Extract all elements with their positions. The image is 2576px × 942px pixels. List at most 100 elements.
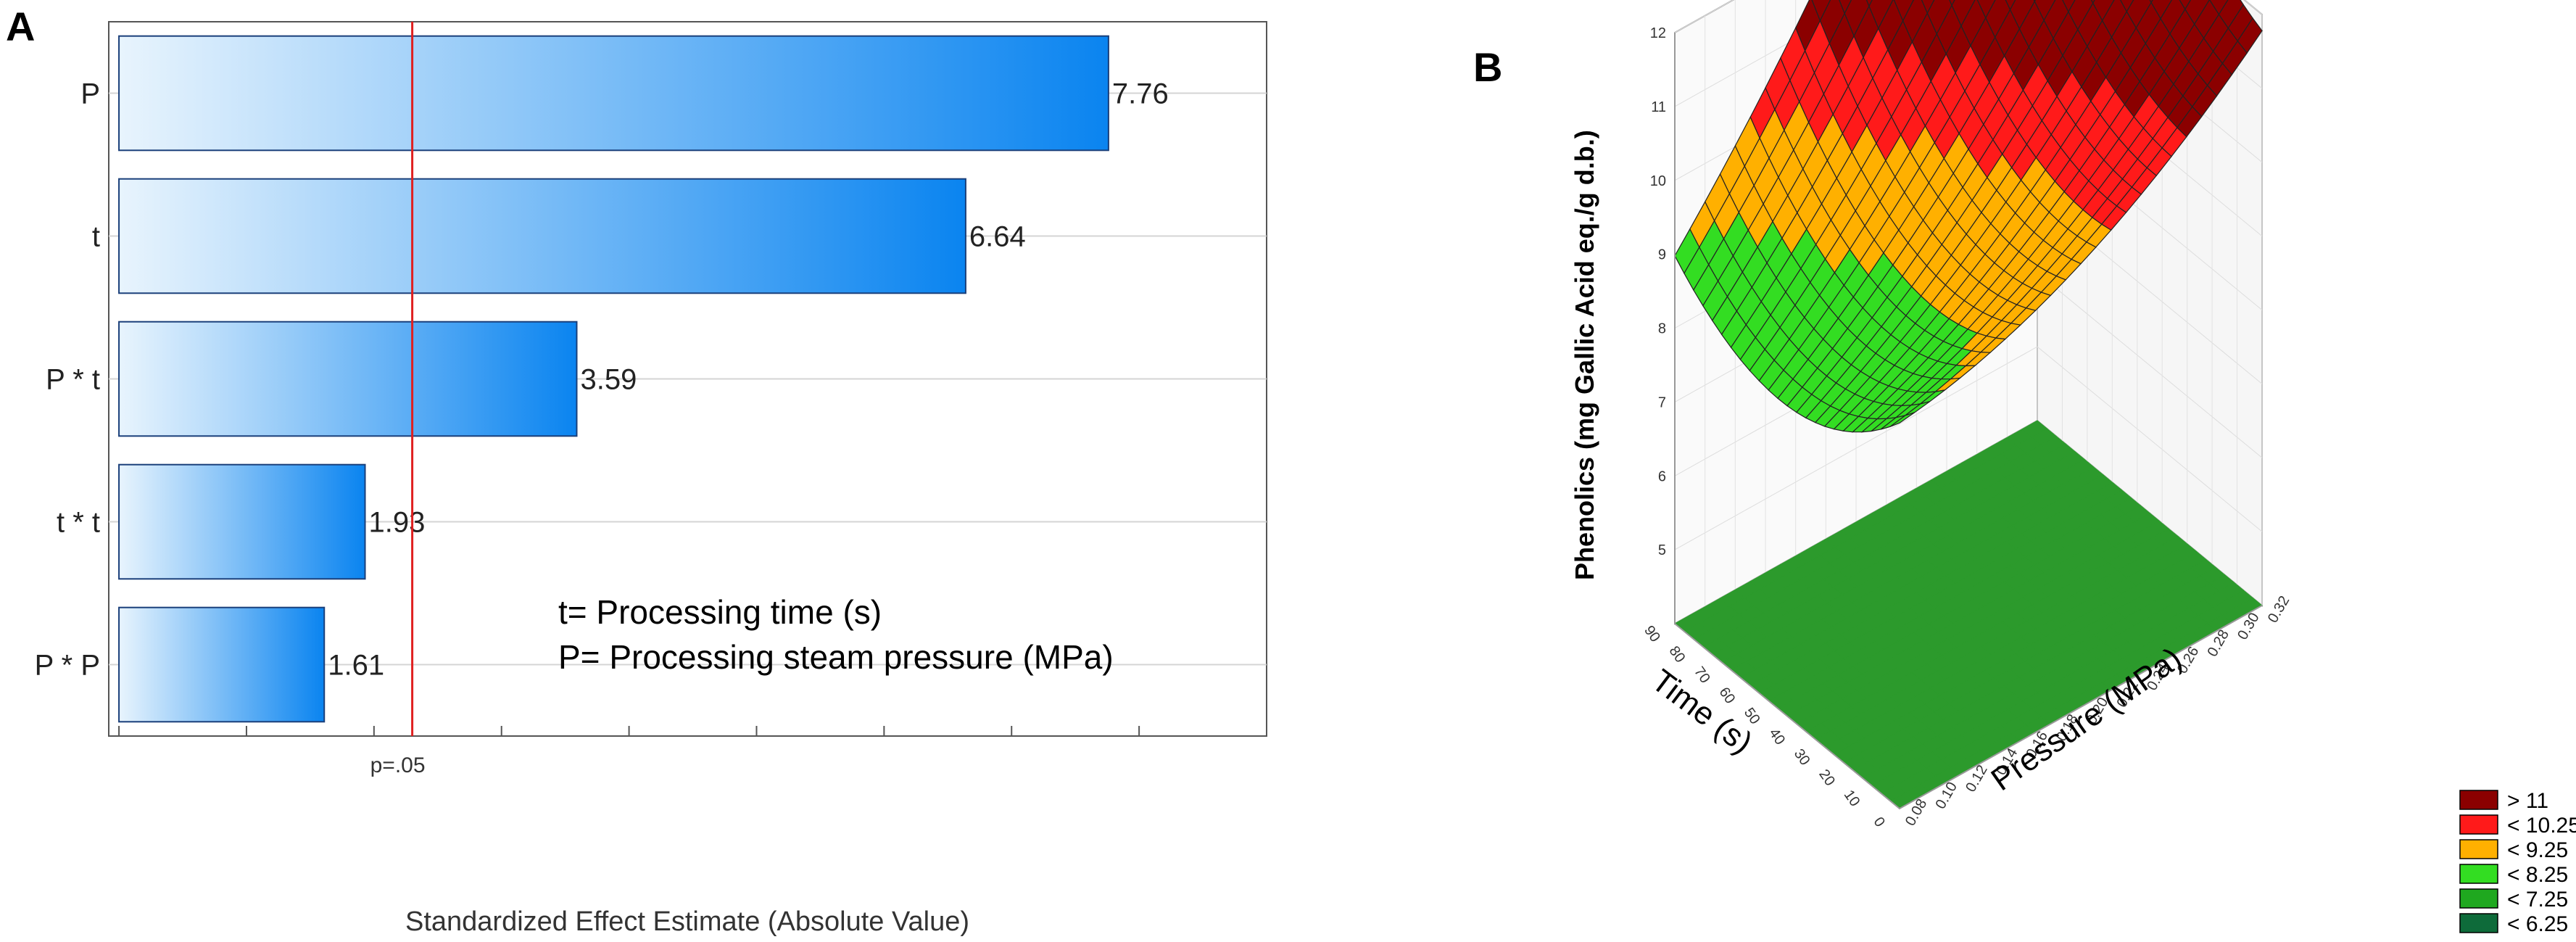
floor-contour-cell: [2018, 668, 2045, 685]
floor-contour-cell: [1955, 574, 1981, 592]
floor-contour-cell: [1816, 690, 1843, 708]
floor-contour-cell: [1983, 493, 2010, 511]
floor-contour-cell: [1858, 745, 1884, 762]
floor-contour-cell: [1817, 586, 1844, 604]
floor-contour-cell: [1971, 733, 1997, 751]
surface-cell: [1799, 72, 1825, 124]
surface-cell: [2024, 202, 2050, 234]
surface-cell: [1835, 364, 1862, 390]
floor-contour-cell: [1895, 775, 1921, 793]
surface-cell: [2094, 126, 2120, 161]
back-wall-pressure: [2037, 0, 2263, 608]
floor-contour-cell: [2158, 616, 2184, 633]
surface-cell: [1732, 229, 1758, 273]
surface-cell: [1894, 151, 1921, 194]
floor-contour-cell: [2197, 606, 2224, 624]
surface-cell: [1962, 162, 1988, 202]
floor-contour-cell: [1833, 745, 1860, 763]
floor-contour-cell: [1879, 512, 1906, 530]
floor-contour-cell: [1732, 621, 1759, 638]
floor-contour-cell: [1849, 633, 1875, 650]
surface-cell: [2148, 70, 2174, 107]
floor-contour-cell: [1875, 696, 1901, 714]
floor-contour-cell: [1945, 670, 1971, 687]
floor-contour-cell: [1881, 680, 1907, 698]
note-time: t= Processing time (s): [558, 593, 882, 631]
surface-cell: [2237, 17, 2263, 54]
floor-contour-cell: [2203, 590, 2229, 608]
floor-contour-cell: [2068, 562, 2094, 580]
surface-cell: [2069, 136, 2095, 172]
floor-contour-cell: [2141, 560, 2167, 578]
floor-contour-cell: [1928, 614, 1955, 632]
floor-contour-cell: [2062, 579, 2088, 596]
surface-cell: [1984, 233, 2010, 264]
floor-contour-cell: [1863, 561, 1889, 579]
floor-contour-cell: [1953, 510, 1979, 528]
floor-contour-cell: [2174, 567, 2201, 584]
floor-contour-cell: [2008, 660, 2035, 678]
surface-cell: [2160, 0, 2186, 35]
value-label: 1.61: [328, 650, 384, 682]
floor-contour-cell: [1897, 632, 1924, 649]
surface-cell: [2054, 159, 2080, 193]
surface-cell: [2112, 148, 2139, 180]
floor-contour-cell: [1976, 445, 2003, 463]
surface-cell: [1895, 286, 1922, 317]
surface-cell: [1939, 364, 1967, 380]
surface-cell: [1828, 284, 1855, 319]
floor-contour-cell: [2146, 648, 2172, 666]
surface-cell: [1811, 160, 1837, 205]
floor-contour-cell: [1821, 610, 1847, 628]
floor-contour-cell: [1937, 622, 1963, 640]
floor-contour-cell: [1934, 598, 1960, 616]
surface-cell: [1751, 262, 1777, 303]
surface-cell: [1900, 392, 1928, 407]
surface-cell: [2163, 47, 2190, 86]
floor-contour-cell: [1964, 582, 1990, 599]
floor-contour-cell: [1857, 577, 1883, 595]
surface-cell: [1876, 115, 1902, 162]
surface-cell: [1838, 35, 1864, 88]
surface-cell: [1970, 17, 1996, 66]
surface-cell: [2040, 275, 2067, 297]
floor-contour-cell: [2024, 548, 2050, 566]
floor-contour-cell: [2191, 622, 2218, 640]
y-tick-label: 10: [1841, 787, 1863, 809]
surface-cell: [2016, 287, 2042, 309]
floor-contour-cell: [1902, 551, 1929, 569]
floor-contour-cell: [1950, 654, 1976, 672]
bars-group: 7.76 6.64 3.59 1.93 1.61: [118, 35, 1169, 723]
floor-contour-cell: [1876, 760, 1902, 778]
surface-cell: [2079, 148, 2105, 182]
floor-contour-cell: [2128, 529, 2154, 546]
surface-cell: [1766, 237, 1792, 279]
floor-contour-cell: [1823, 738, 1850, 756]
floor-contour-cell: [2097, 545, 2124, 563]
floor-contour-cell: [1825, 530, 1851, 548]
floor-contour-cell: [1861, 769, 1887, 786]
floor-contour-cell: [1916, 647, 1943, 665]
floor-contour-cell: [2058, 555, 2084, 572]
floor-contour-cell: [1819, 546, 1846, 563]
surface-cell: [1810, 375, 1837, 402]
surface-cell: [2005, 179, 2032, 214]
surface-cell: [1843, 262, 1869, 298]
floor-contour-cell: [2152, 632, 2178, 650]
floor-contour-cell: [1975, 653, 2001, 671]
surface-cell: [1964, 63, 1990, 110]
floor-contour-cell: [2003, 676, 2029, 694]
floor-contour-cell: [1871, 776, 1897, 794]
floor-contour-cell: [2093, 625, 2120, 643]
floor-contour-cell: [2237, 597, 2263, 615]
floor-contour-cell: [2034, 451, 2061, 469]
floor-contour-cell: [1807, 578, 1834, 596]
surface-cell: [2075, 100, 2101, 139]
floor-contour-cell: [1796, 714, 1822, 732]
surface-cell: [2012, 258, 2039, 284]
y-tick-label: 70: [1691, 664, 1713, 686]
floor-contour-cell: [2064, 538, 2090, 556]
floor-contour-cell: [2075, 610, 2101, 628]
floor-contour-cell: [2107, 553, 2134, 571]
surface-cell: [1823, 64, 1849, 115]
